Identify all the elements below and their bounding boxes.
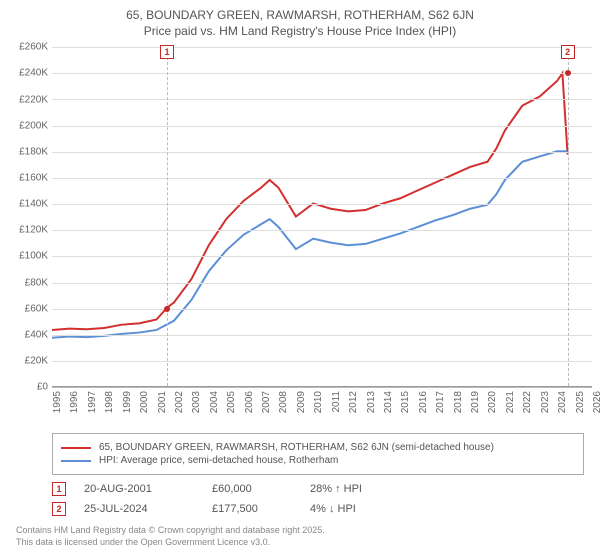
annotation-delta: 28% ↑ HPI	[310, 483, 362, 495]
series-hpi	[52, 151, 568, 337]
annotation-date: 20-AUG-2001	[84, 483, 194, 495]
annotation-marker: 2	[52, 502, 66, 516]
marker-dot-1	[164, 306, 170, 312]
x-tick-label: 2014	[383, 391, 394, 413]
y-tick-label: £200K	[19, 120, 48, 131]
x-tick-label: 2026	[592, 391, 600, 413]
x-tick-label: 2005	[226, 391, 237, 413]
y-tick-label: £260K	[19, 42, 48, 53]
annotation-row: 2 25-JUL-2024 £177,500 4% ↓ HPI	[52, 499, 584, 519]
x-tick-label: 2012	[348, 391, 359, 413]
x-tick-label: 2013	[366, 391, 377, 413]
x-tick-label: 2019	[470, 391, 481, 413]
annotation-price: £177,500	[212, 503, 292, 515]
y-tick-label: £220K	[19, 94, 48, 105]
y-tick-label: £160K	[19, 172, 48, 183]
chart-title-main: 65, BOUNDARY GREEN, RAWMARSH, ROTHERHAM,…	[8, 8, 592, 24]
chart-title-sub: Price paid vs. HM Land Registry's House …	[8, 24, 592, 40]
footer: Contains HM Land Registry data © Crown c…	[16, 525, 584, 548]
x-tick-label: 2002	[174, 391, 185, 413]
series-svg	[52, 47, 592, 386]
x-tick-label: 2017	[435, 391, 446, 413]
x-axis: 1995 1996 1997 1998 1999 2000 2001 2002 2003 2004…	[52, 387, 592, 427]
legend-swatch	[61, 460, 91, 462]
x-tick-label: 2004	[209, 391, 220, 413]
legend-label: 65, BOUNDARY GREEN, RAWMARSH, ROTHERHAM,…	[99, 442, 494, 453]
x-tick-label: 2010	[313, 391, 324, 413]
x-tick-label: 2008	[278, 391, 289, 413]
annotation-marker: 1	[52, 482, 66, 496]
title-block: 65, BOUNDARY GREEN, RAWMARSH, ROTHERHAM,…	[8, 8, 592, 39]
marker-box-1: 1	[160, 45, 174, 59]
footer-line-1: Contains HM Land Registry data © Crown c…	[16, 525, 584, 537]
x-tick-label: 1999	[122, 391, 133, 413]
marker-box-2: 2	[561, 45, 575, 59]
y-tick-label: £140K	[19, 199, 48, 210]
y-tick-label: £180K	[19, 146, 48, 157]
x-tick-label: 2018	[453, 391, 464, 413]
x-tick-label: 1997	[87, 391, 98, 413]
plot-area: £0£20K£40K£60K£80K£100K£120K£140K£160K£1…	[8, 47, 592, 387]
y-tick-label: £80K	[25, 277, 48, 288]
chart-container: 65, BOUNDARY GREEN, RAWMARSH, ROTHERHAM,…	[0, 0, 600, 560]
x-tick-label: 1996	[69, 391, 80, 413]
x-tick-label: 2009	[296, 391, 307, 413]
y-tick-label: £100K	[19, 251, 48, 262]
y-tick-label: £240K	[19, 68, 48, 79]
x-tick-label: 2020	[487, 391, 498, 413]
legend-label: HPI: Average price, semi-detached house,…	[99, 455, 338, 466]
x-tick-label: 2024	[557, 391, 568, 413]
annotation-table: 1 20-AUG-2001 £60,000 28% ↑ HPI 2 25-JUL-2024…	[52, 479, 584, 519]
legend-row: 65, BOUNDARY GREEN, RAWMARSH, ROTHERHAM,…	[61, 442, 575, 453]
y-tick-label: £60K	[25, 303, 48, 314]
y-tick-label: £40K	[25, 329, 48, 340]
y-tick-label: £0	[37, 382, 48, 393]
annotation-price: £60,000	[212, 483, 292, 495]
marker-dot-2	[565, 70, 571, 76]
x-tick-label: 2003	[191, 391, 202, 413]
x-tick-label: 2015	[400, 391, 411, 413]
annotation-row: 1 20-AUG-2001 £60,000 28% ↑ HPI	[52, 479, 584, 499]
x-tick-label: 2007	[261, 391, 272, 413]
x-tick-label: 2023	[540, 391, 551, 413]
x-tick-label: 2016	[418, 391, 429, 413]
y-tick-label: £120K	[19, 225, 48, 236]
x-tick-label: 2011	[331, 391, 342, 413]
x-tick-label: 1995	[52, 391, 63, 413]
plot: 12	[52, 47, 592, 387]
annotation-delta: 4% ↓ HPI	[310, 503, 356, 515]
x-tick-label: 2021	[505, 391, 516, 413]
legend-swatch	[61, 447, 91, 449]
legend: 65, BOUNDARY GREEN, RAWMARSH, ROTHERHAM,…	[52, 433, 584, 475]
x-tick-label: 2025	[575, 391, 586, 413]
annotation-date: 25-JUL-2024	[84, 503, 194, 515]
legend-row: HPI: Average price, semi-detached house,…	[61, 455, 575, 466]
x-tick-label: 2001	[157, 391, 168, 413]
x-tick-label: 1998	[104, 391, 115, 413]
x-tick-label: 2000	[139, 391, 150, 413]
footer-line-2: This data is licensed under the Open Gov…	[16, 537, 584, 549]
y-tick-label: £20K	[25, 356, 48, 367]
y-axis: £0£20K£40K£60K£80K£100K£120K£140K£160K£1…	[8, 47, 52, 387]
x-tick-label: 2022	[522, 391, 533, 413]
x-tick-label: 2006	[244, 391, 255, 413]
